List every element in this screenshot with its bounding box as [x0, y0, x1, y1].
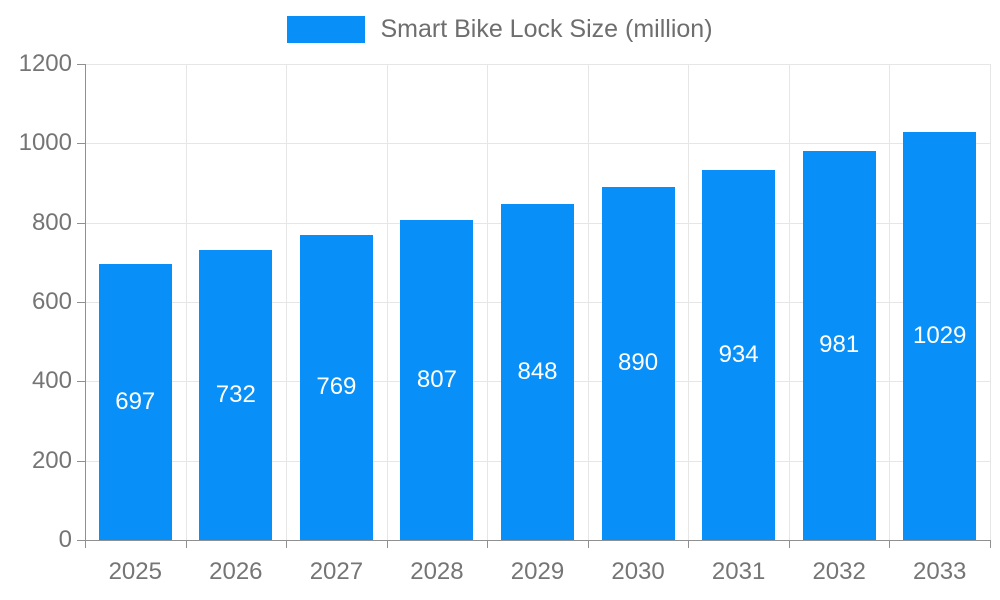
bar-value-label: 807 [416, 365, 457, 393]
bar-value-label: 1029 [913, 321, 967, 349]
v-gridline [788, 64, 790, 540]
bar[interactable] [501, 203, 574, 540]
x-tick-label: 2031 [711, 558, 766, 585]
x-tick-label: 2027 [309, 558, 364, 585]
x-axis-line [85, 540, 990, 541]
x-axis-tick [386, 540, 388, 548]
y-axis-line [85, 64, 86, 540]
bar[interactable] [98, 263, 172, 540]
v-gridline [386, 64, 388, 540]
bar-value-label: 848 [517, 357, 558, 385]
y-axis-tick [77, 302, 85, 303]
v-gridline [487, 64, 489, 540]
h-gridline [85, 143, 990, 145]
x-tick-label: 2032 [812, 558, 866, 585]
y-axis-tick [77, 222, 85, 224]
bar-value-label: 769 [316, 373, 357, 401]
x-axis-tick [185, 540, 187, 548]
x-axis-tick [788, 540, 790, 548]
bar-value-label: 890 [618, 349, 659, 377]
bar[interactable] [601, 186, 675, 540]
v-gridline [185, 64, 187, 540]
y-axis-tick [77, 64, 85, 65]
x-tick-label: 2029 [510, 558, 565, 585]
y-axis-tick [77, 540, 85, 541]
y-tick-label: 600 [31, 288, 72, 315]
bar[interactable] [903, 131, 977, 540]
x-axis-tick [286, 540, 288, 548]
x-axis-tick [85, 540, 86, 548]
v-gridline [286, 64, 288, 540]
bar-value-label: 934 [718, 340, 759, 368]
y-axis-tick [77, 460, 85, 462]
x-axis-tick [889, 540, 891, 548]
y-tick-label: 400 [31, 367, 72, 395]
y-tick-label: 200 [31, 446, 72, 474]
x-axis-tick [587, 540, 589, 548]
bar[interactable] [802, 150, 876, 540]
y-tick-label: 0 [58, 526, 72, 553]
x-axis-tick [990, 540, 991, 548]
x-tick-label: 2030 [611, 558, 665, 585]
y-tick-label: 1000 [18, 129, 72, 157]
legend-swatch [287, 16, 366, 43]
x-axis-tick [688, 540, 690, 548]
legend-label: Smart Bike Lock Size (million) [380, 15, 713, 43]
x-tick-label: 2026 [209, 558, 263, 585]
v-gridline [889, 64, 891, 540]
x-tick-label: 2028 [410, 558, 464, 585]
v-gridline [688, 64, 690, 540]
x-axis-tick [487, 540, 489, 548]
y-tick-label: 1200 [18, 50, 72, 77]
bar-value-label: 981 [819, 331, 860, 359]
x-tick-label: 2033 [913, 558, 967, 585]
legend[interactable]: Smart Bike Lock Size (million) [0, 16, 1000, 43]
x-tick-label: 2025 [108, 558, 162, 585]
bar[interactable] [702, 169, 776, 540]
y-tick-label: 800 [31, 208, 72, 236]
bar[interactable] [299, 234, 373, 540]
bar[interactable] [199, 249, 273, 540]
v-gridline [990, 64, 991, 540]
bar-value-label: 697 [115, 387, 156, 415]
y-axis-tick [77, 381, 85, 383]
bar-value-label: 732 [215, 380, 256, 408]
h-gridline [85, 64, 990, 65]
v-gridline [587, 64, 589, 540]
y-axis-tick [77, 143, 85, 145]
bar[interactable] [400, 219, 474, 540]
